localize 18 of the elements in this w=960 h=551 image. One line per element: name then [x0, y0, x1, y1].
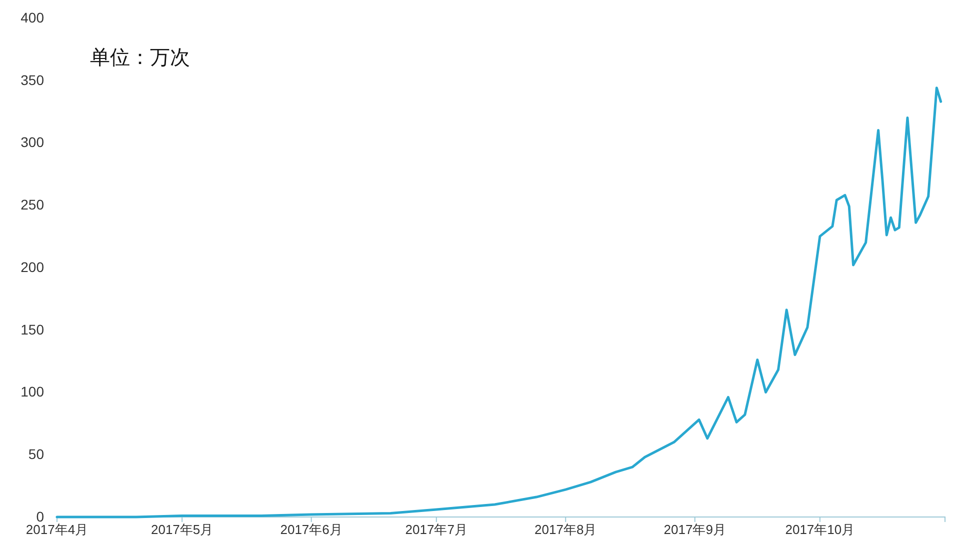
x-tick-label: 2017年7月 [405, 522, 468, 538]
y-tick-label: 300 [20, 134, 44, 150]
x-tick-label: 2017年9月 [664, 522, 726, 538]
y-tick-label: 200 [20, 258, 44, 275]
x-tick-label: 2017年10月 [785, 522, 855, 538]
y-tick-label: 350 [20, 72, 44, 88]
y-tick-label: 250 [20, 196, 44, 213]
x-tick-label: 2017年6月 [280, 522, 342, 538]
x-tick-label: 2017年5月 [150, 522, 214, 538]
x-tick-label: 2017年4月 [26, 522, 88, 538]
annotation: 单位：万次 [90, 45, 190, 69]
x-tick-label: 2017年8月 [534, 522, 597, 538]
y-tick-label: 100 [20, 384, 44, 400]
y-tick-label: 150 [20, 321, 44, 338]
y-tick-label: 0 [36, 508, 44, 524]
y-tick-label: 50 [28, 446, 44, 462]
line-series [56, 86, 942, 518]
y-tick-label: 400 [20, 9, 44, 26]
